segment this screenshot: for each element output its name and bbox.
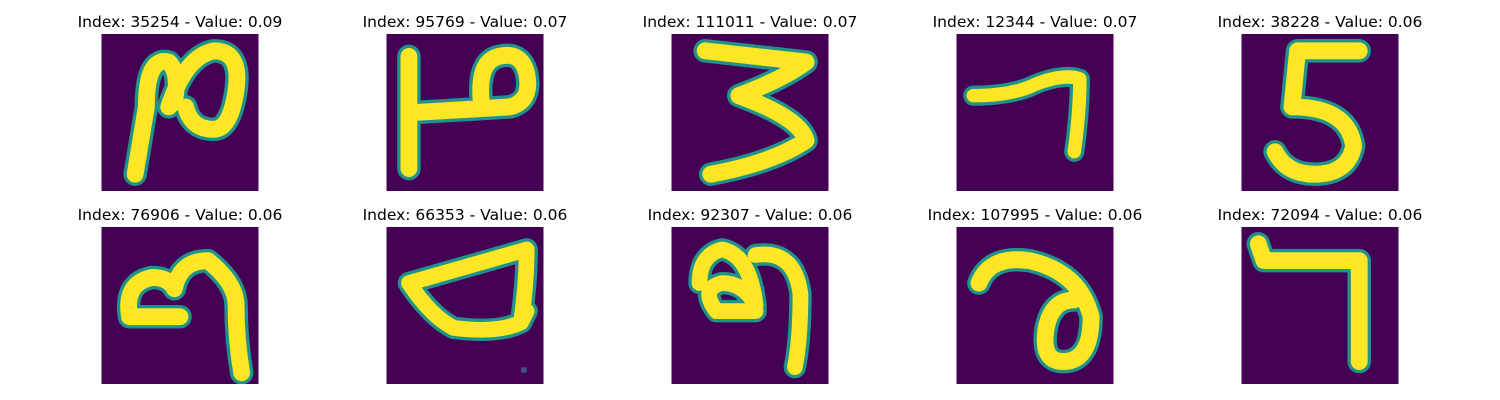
panel-title: Index: 12344 - Value: 0.07 — [932, 13, 1138, 31]
digit-image — [956, 227, 1114, 384]
digit-image — [101, 34, 259, 191]
digit-2-glyph — [956, 227, 1114, 384]
digit-5-glyph — [1241, 34, 1399, 191]
panel-title: Index: 72094 - Value: 0.06 — [1217, 206, 1423, 224]
panel-title: Index: 107995 - Value: 0.06 — [927, 206, 1143, 224]
digit-9-glyph — [671, 227, 829, 384]
digit-7-glyph — [1241, 227, 1399, 384]
digit-3-glyph — [671, 34, 829, 191]
digit-2-glyph — [386, 34, 544, 191]
digit-image — [386, 227, 544, 384]
digit-image — [1241, 227, 1399, 384]
panel-title: Index: 95769 - Value: 0.07 — [362, 13, 568, 31]
panel-title: Index: 92307 - Value: 0.06 — [647, 206, 853, 224]
panel-title: Index: 38228 - Value: 0.06 — [1217, 13, 1423, 31]
panel-title: Index: 111011 - Value: 0.07 — [642, 13, 858, 31]
panel-title: Index: 35254 - Value: 0.09 — [77, 13, 283, 31]
digit-image — [1241, 34, 1399, 191]
digit-image — [101, 227, 259, 384]
digit-7-glyph — [956, 34, 1114, 191]
panel-title: Index: 76906 - Value: 0.06 — [77, 206, 283, 224]
digit-4-glyph — [386, 227, 544, 384]
digit-9-glyph — [101, 227, 259, 384]
digit-image — [956, 34, 1114, 191]
digit-2-glyph — [101, 34, 259, 191]
digit-image — [386, 34, 544, 191]
digit-image — [671, 34, 829, 191]
digit-image — [671, 227, 829, 384]
panel-title: Index: 66353 - Value: 0.06 — [362, 206, 568, 224]
